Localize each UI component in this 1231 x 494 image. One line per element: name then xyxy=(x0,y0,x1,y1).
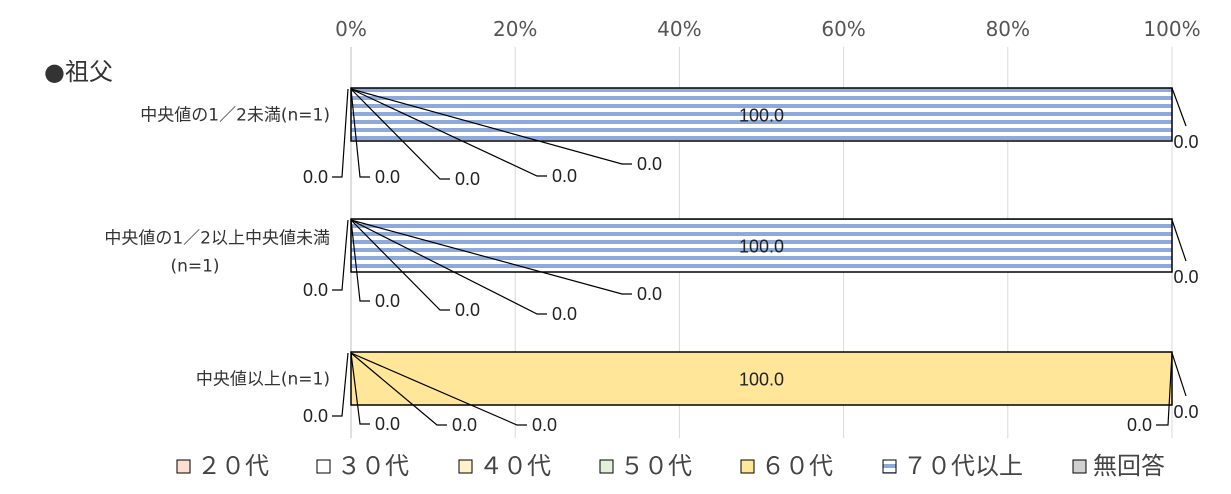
data-label: 0.0 xyxy=(303,167,328,187)
legend-label: ６０代 xyxy=(761,452,833,480)
category-label: (n=1) xyxy=(170,257,219,277)
legend-label: ３０代 xyxy=(337,452,409,480)
data-label: 0.0 xyxy=(552,304,577,324)
leader-line xyxy=(350,88,370,178)
leader-line xyxy=(350,88,547,177)
x-axis-ticks: 0% 20% 40% 60% 80% 100% xyxy=(335,17,1200,41)
legend-swatch xyxy=(1072,459,1087,474)
data-labels: 100.0 100.0 100.0 0.0 0.0 0.0 0.0 0.0 0.0 0.0 0.0 0… xyxy=(303,87,1199,435)
x-tick-label: 100% xyxy=(1143,17,1200,41)
legend-swatch xyxy=(176,459,191,474)
data-label: 0.0 xyxy=(1173,267,1198,287)
legend-swatch xyxy=(882,459,897,474)
bars xyxy=(350,87,1173,406)
bar-segment xyxy=(350,87,1173,142)
data-label: 0.0 xyxy=(1173,132,1198,152)
x-tick-label: 0% xyxy=(335,17,367,41)
leader-line xyxy=(332,88,349,178)
legend-label: ５０代 xyxy=(620,452,692,480)
leader-line xyxy=(350,219,547,315)
leader-line xyxy=(350,219,370,302)
leader-line xyxy=(350,352,527,426)
bar-segment xyxy=(350,351,1173,406)
category-label: 中央値の1／2未満(n=1) xyxy=(140,106,330,126)
legend-label: ２０代 xyxy=(197,452,269,480)
legend: ２０代 ３０代 ４０代 ５０代 ６０代 ７０代以上 無回答 xyxy=(176,452,1165,480)
data-label: 0.0 xyxy=(375,167,400,187)
leader-line xyxy=(350,88,632,165)
x-tick-label: 40% xyxy=(657,17,701,41)
data-label: 0.0 xyxy=(455,169,480,189)
category-label: 中央値以上(n=1) xyxy=(196,370,330,390)
category-label: 中央値の1／2以上中央値未満 xyxy=(104,229,330,249)
leader-line xyxy=(1156,352,1173,426)
x-tick-label: 20% xyxy=(493,17,537,41)
legend-label: ７０代以上 xyxy=(903,452,1023,480)
leader-line xyxy=(350,219,450,311)
data-label: 0.0 xyxy=(375,414,400,434)
data-label: 100.0 xyxy=(739,370,784,390)
data-label: 0.0 xyxy=(452,415,477,435)
data-label: 100.0 xyxy=(739,237,784,257)
leader-line xyxy=(350,352,447,426)
x-tick-label: 80% xyxy=(986,17,1030,41)
leader-line xyxy=(1171,219,1187,262)
data-label: 0.0 xyxy=(303,406,328,426)
leader-line xyxy=(332,352,349,417)
legend-swatch xyxy=(599,459,614,474)
bar-segment xyxy=(350,218,1173,273)
leader-line xyxy=(350,352,370,425)
data-label: 0.0 xyxy=(375,291,400,311)
data-label: 0.0 xyxy=(303,280,328,300)
leader-line xyxy=(332,219,349,291)
leader-line xyxy=(350,88,450,180)
chart-title: ●祖父 xyxy=(44,58,113,86)
data-label: 0.0 xyxy=(1127,415,1152,435)
leader-line xyxy=(350,219,632,295)
data-label: 0.0 xyxy=(1173,402,1198,422)
data-label: 0.0 xyxy=(637,284,662,304)
data-label: 100.0 xyxy=(739,106,784,126)
legend-label: 無回答 xyxy=(1093,452,1165,480)
leader-line xyxy=(1171,352,1187,397)
leader-line xyxy=(1171,87,1187,127)
data-label: 0.0 xyxy=(637,154,662,174)
data-label: 0.0 xyxy=(552,166,577,186)
legend-swatch xyxy=(458,459,473,474)
x-tick-label: 60% xyxy=(821,17,865,41)
legend-swatch xyxy=(740,459,755,474)
category-labels: 中央値の1／2未満(n=1) 中央値の1／2以上中央値未満 (n=1) 中央値以上(n… xyxy=(104,106,330,390)
legend-label: ４０代 xyxy=(479,452,551,480)
data-label: 0.0 xyxy=(532,415,557,435)
data-label: 0.0 xyxy=(455,300,480,320)
legend-swatch xyxy=(316,459,331,474)
